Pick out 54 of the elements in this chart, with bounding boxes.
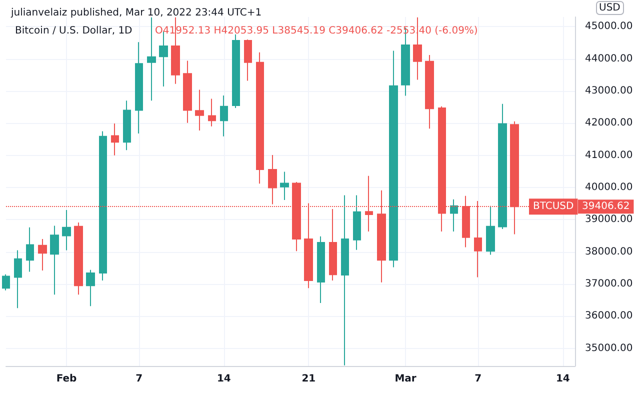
x-tick-label: 14 [556,374,570,384]
x-tick-label: Mar [394,374,416,384]
candlestick [74,222,83,296]
candlestick [99,130,107,281]
candlestick [280,171,289,201]
candlestick [208,98,216,127]
y-tick-label: 35000.00 [585,342,633,354]
text: 39406.62 [582,201,630,212]
y-tick-label: 38000.00 [585,246,633,258]
x-tick-label: Feb [56,374,77,384]
candlestick [195,89,204,132]
y-tick-label: 43000.00 [585,85,633,96]
y-tick-label: 37000.00 [585,278,633,290]
candlestick [123,100,131,151]
candlestick [86,269,95,307]
candlestick [268,154,277,205]
candlestick [256,52,264,184]
candlestick [26,226,34,272]
y-tick-label: 44000.00 [585,53,633,64]
candlestick [147,16,156,102]
y-tick-label: 36000.00 [585,310,633,322]
candlestick [425,54,434,130]
annotation: julianvelaiz published, Mar 10, 2022 23:44 UTC+1 [10,8,262,18]
text: Bitcoin / U.S. Dollar, 1D [15,26,133,36]
candlestick [62,209,71,251]
candlestick [450,198,458,232]
candlestick [2,274,10,291]
candlestick [135,42,143,134]
candlestick [14,250,22,309]
candlestick [329,208,337,281]
candlestick [111,122,119,156]
y-tick-label: 42000.00 [585,118,633,129]
candlestick [498,103,507,230]
candlestick [244,39,252,82]
candlestick [183,60,192,124]
candlestick [232,34,240,109]
ref-line-label: BTCUSD [533,201,574,212]
candlestick [353,194,361,250]
candlestick [486,205,495,256]
x-tick-label: 7 [474,374,482,384]
candlestick [220,94,228,137]
candlestick [317,236,325,304]
candlestick [50,225,59,296]
x-tick-label: 21 [302,374,316,384]
x-tick-label: 7 [136,374,143,384]
y-tick-label: 45000.00 [585,21,633,32]
y-tick-label: 41000.00 [585,150,633,161]
candlestick [38,238,47,271]
candlestick [341,194,349,366]
x-tick-label: 14 [216,374,231,384]
y-tick-label: 40000.00 [585,182,633,193]
y-tick-label: 39000.00 [585,214,633,226]
y-axis-title: USD [599,2,621,14]
candlestick [389,50,398,268]
